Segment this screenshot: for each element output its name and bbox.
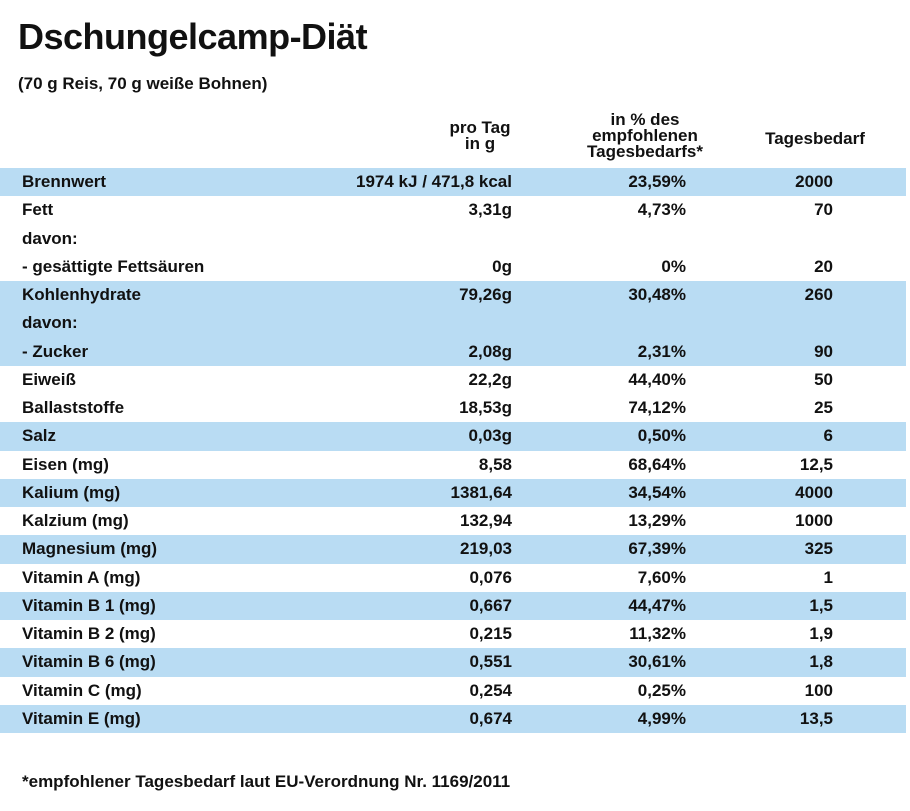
cell-value: 1000 — [795, 511, 833, 530]
row-label: Kalium (mg) — [22, 482, 121, 502]
row-label: Brennwert — [22, 172, 107, 191]
cell-value: 1,5 — [809, 595, 833, 615]
row-label: Magnesium (mg) — [22, 539, 158, 559]
cell-value: 1381,64 — [450, 482, 512, 502]
cell-value: 7,60% — [637, 567, 686, 587]
column-header: empfohlenen — [592, 126, 698, 145]
row-shading — [0, 704, 906, 733]
row-label: davon: — [22, 228, 78, 248]
cell-value: 11,32% — [629, 624, 686, 643]
column-header: Tagesbedarf — [765, 129, 865, 148]
cell-value: 22,2g — [468, 369, 512, 389]
row-label: Vitamin E (mg) — [22, 708, 141, 728]
cell-value: 219,03 — [460, 539, 512, 559]
cell-value: 3,31g — [468, 200, 512, 220]
row-shading — [0, 337, 906, 366]
cell-value: 0,254 — [469, 680, 512, 700]
column-header: Tagesbedarfs* — [587, 142, 703, 161]
cell-value: 68,64% — [628, 454, 686, 474]
cell-value: 0,551 — [469, 652, 512, 672]
row-shading — [0, 309, 906, 338]
row-label: Eisen (mg) — [22, 454, 109, 474]
cell-value: 1,9 — [809, 624, 833, 643]
title: Dschungelcamp-Diät — [18, 16, 368, 57]
row-shading — [0, 591, 906, 620]
cell-value: 2000 — [795, 172, 833, 191]
cell-value: 0,076 — [469, 567, 512, 587]
row-label: Vitamin A (mg) — [22, 567, 141, 587]
cell-value: 6 — [823, 426, 833, 446]
row-label: Salz — [22, 426, 57, 446]
cell-value: 0% — [661, 256, 686, 276]
column-header: in g — [464, 134, 496, 153]
row-label: davon: — [22, 313, 78, 333]
cell-value: 0g — [492, 256, 512, 276]
cell-value: 18,53g — [459, 398, 512, 417]
cell-value: 8,58 — [478, 454, 512, 474]
cell-value: 13,29% — [628, 511, 686, 530]
cell-value: 2,31% — [637, 341, 686, 361]
cell-value: 1974 kJ / 471,8 kcal — [356, 172, 512, 191]
cell-value: 90 — [814, 341, 833, 361]
footnote: *empfohlener Tagesbedarf laut EU-Verordn… — [22, 772, 511, 791]
row-shading — [0, 281, 906, 310]
cell-value: 0,03g — [468, 426, 512, 446]
cell-value: 25 — [814, 398, 833, 417]
cell-value: 0,674 — [469, 708, 512, 728]
column-header: pro Tag — [449, 118, 511, 137]
row-label: - gesättigte Fettsäuren — [22, 256, 205, 276]
row-shading — [0, 478, 906, 507]
cell-value: 70 — [814, 200, 833, 220]
row-shading — [0, 535, 906, 564]
row-label: Vitamin B 2 (mg) — [22, 624, 156, 643]
row-label: - Zucker — [22, 341, 89, 361]
row-label: Eiweiß — [22, 369, 76, 389]
row-label: Vitamin B 6 (mg) — [22, 652, 156, 672]
row-label: Kohlenhydrate — [22, 285, 142, 304]
row-label: Vitamin B 1 (mg) — [22, 595, 156, 615]
cell-value: 67,39% — [628, 539, 686, 559]
cell-value: 74,12% — [628, 398, 686, 417]
cell-value: 12,5 — [799, 454, 833, 474]
cell-value: 44,40% — [628, 369, 686, 389]
cell-value: 23,59% — [628, 172, 686, 191]
cell-value: 44,47% — [628, 595, 686, 615]
cell-value: 4,99% — [637, 708, 686, 728]
cell-value: 0,215 — [469, 624, 512, 643]
cell-value: 0,25% — [637, 680, 686, 700]
cell-value: 13,5 — [799, 708, 833, 728]
cell-value: 30,48% — [628, 285, 686, 304]
cell-value: 79,26g — [459, 285, 512, 304]
cell-value: 20 — [814, 256, 833, 276]
row-label: Ballaststoffe — [22, 398, 125, 417]
cell-value: 325 — [804, 539, 833, 559]
cell-value: 132,94 — [460, 511, 512, 530]
row-label: Vitamin C (mg) — [22, 680, 142, 700]
cell-value: 0,667 — [469, 595, 512, 615]
cell-value: 4,73% — [637, 200, 686, 220]
cell-value: 0,50% — [637, 426, 686, 446]
cell-value: 34,54% — [628, 482, 686, 502]
cell-value: 100 — [804, 680, 833, 700]
cell-value: 1,8 — [809, 652, 833, 672]
cell-value: 1 — [823, 567, 833, 587]
row-shading — [0, 168, 906, 197]
row-shading — [0, 422, 906, 451]
cell-value: 50 — [814, 369, 833, 389]
column-header: in % des — [610, 110, 680, 129]
cell-value: 4000 — [795, 482, 833, 502]
subtitle: (70 g Reis, 70 g weiße Bohnen) — [18, 74, 268, 93]
row-label: Fett — [22, 200, 54, 220]
cell-value: 260 — [804, 285, 833, 304]
row-shading — [0, 648, 906, 677]
cell-value: 30,61% — [628, 652, 686, 672]
row-label: Kalzium (mg) — [22, 511, 129, 530]
cell-value: 2,08g — [468, 341, 512, 361]
